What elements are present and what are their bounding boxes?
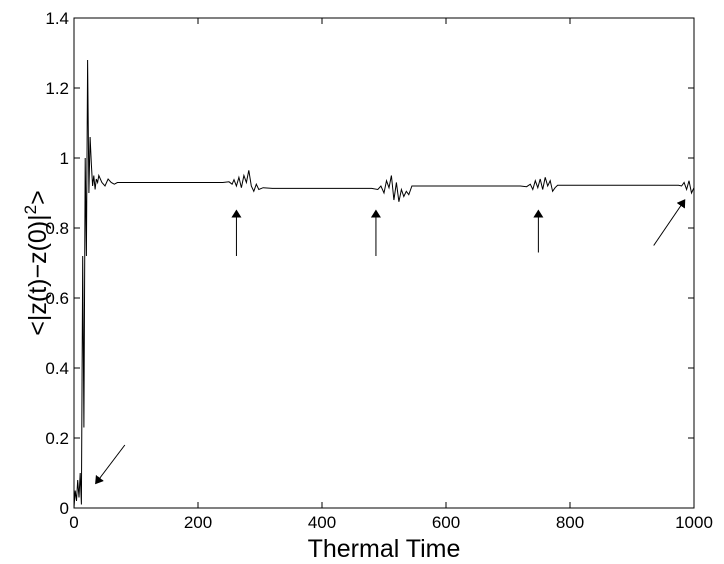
x-tick-label: 600: [432, 513, 460, 532]
y-tick-label: 1.2: [45, 79, 69, 98]
y-axis-title-superscript: 2: [21, 205, 40, 214]
y-tick-label: 1: [60, 149, 69, 168]
x-tick-label: 0: [69, 513, 78, 532]
x-axis-title: Thermal Time: [308, 535, 461, 563]
axis-ticks: [73, 17, 695, 509]
x-tick-label: 800: [556, 513, 584, 532]
annotation-arrow: [95, 444, 126, 485]
y-tick-label: 0.2: [45, 429, 69, 448]
axis-tick-labels: 0 200 400 600 800 1000 0 0.2 0.4 0.6 0.8 1 1.2 1.4: [45, 9, 713, 532]
x-tick-label: 400: [308, 513, 336, 532]
y-tick-label: 0.6: [45, 289, 69, 308]
x-tick-label: 1000: [675, 513, 713, 532]
annotation-arrow: [653, 199, 686, 246]
y-axis-title-end: >: [24, 190, 52, 205]
plot-frame: [73, 17, 695, 509]
y-tick-label: 0.4: [45, 359, 69, 378]
y-axis-title: <|z(t)−z(0)|2>: [21, 190, 52, 335]
x-tick-label: 200: [184, 513, 212, 532]
annotation-arrows: [95, 199, 686, 485]
y-tick-label: 1.4: [45, 9, 69, 28]
y-tick-label: 0.8: [45, 219, 69, 238]
data-series-line: [73, 59, 695, 509]
y-axis-title-main: <|z(t)−z(0)|: [24, 214, 52, 335]
y-tick-label: 0: [60, 499, 69, 518]
